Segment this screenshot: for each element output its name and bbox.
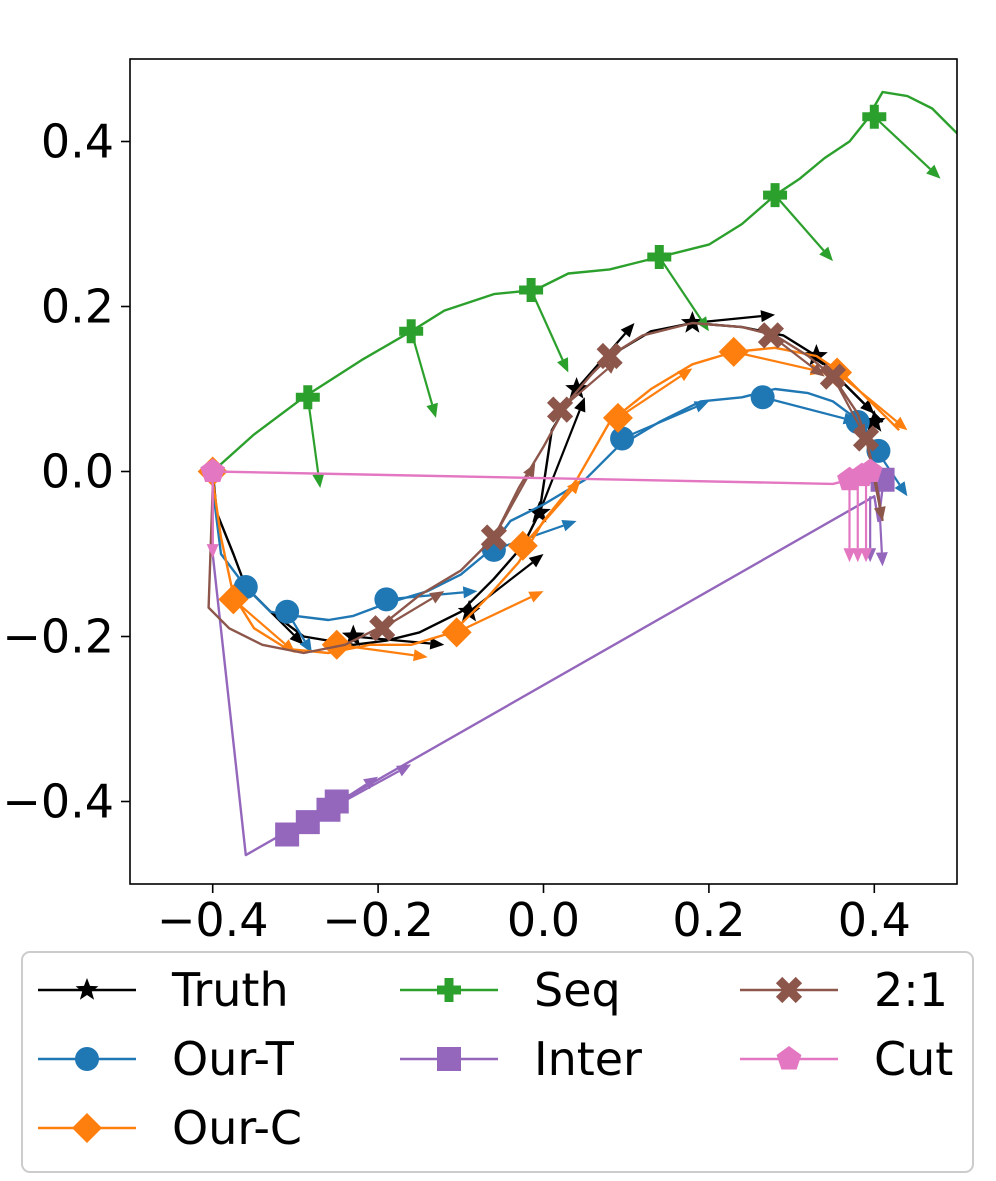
arrow-seq bbox=[873, 115, 941, 179]
legend: Truth Our-T Our-C Seq Inter 2:1 Cut bbox=[21, 951, 974, 1173]
legend-marker-truth bbox=[75, 978, 99, 1000]
marker-inter bbox=[295, 810, 320, 835]
legend-item-cut: Cut bbox=[740, 1032, 953, 1086]
legend-item-inter: Inter bbox=[400, 1032, 642, 1086]
marker-truth bbox=[565, 377, 588, 399]
marker-our-c bbox=[441, 617, 472, 648]
marker-our-c bbox=[321, 629, 352, 660]
arrow-truth bbox=[468, 554, 544, 613]
series-cut bbox=[200, 458, 883, 563]
arrow-cut bbox=[843, 479, 856, 563]
legend-item-our-t: Our-T bbox=[38, 1032, 295, 1086]
legend-label-our-t: Our-T bbox=[172, 1032, 295, 1086]
marker-our-t bbox=[610, 426, 635, 451]
series-our-t bbox=[211, 385, 908, 653]
arrow-seq bbox=[306, 397, 325, 488]
marker-our-c bbox=[602, 402, 633, 433]
marker-seq bbox=[519, 278, 544, 302]
series-seq bbox=[211, 90, 957, 488]
arrow-our-c bbox=[617, 368, 693, 419]
arrow-our-t bbox=[386, 586, 478, 601]
x-tick-label: 0.4 bbox=[838, 893, 911, 947]
marker-2-1 bbox=[819, 363, 847, 390]
arrow-our-t bbox=[621, 401, 709, 440]
legend-item-our-c: Our-C bbox=[38, 1101, 302, 1155]
marker-seq bbox=[399, 319, 424, 344]
series-2-1 bbox=[207, 321, 886, 655]
arrow-seq bbox=[774, 194, 833, 262]
marker-cut bbox=[200, 458, 226, 482]
marker-our-c bbox=[718, 336, 749, 367]
x-tick-label: −0.2 bbox=[322, 893, 434, 947]
marker-2-1 bbox=[757, 322, 785, 349]
legend-marker-2-1 bbox=[775, 976, 803, 1004]
marker-cut bbox=[857, 458, 883, 482]
axis-layer: −0.4 −0.2 0.0 0.2 0.4 −0.4 −0.2 0.0 0.2 0.4 bbox=[2, 115, 911, 948]
arrow-truth bbox=[538, 397, 586, 514]
y-tick-label: 0.4 bbox=[41, 115, 114, 169]
legend-marker-seq bbox=[437, 978, 461, 1002]
marker-truth bbox=[341, 624, 365, 647]
marker-seq bbox=[862, 104, 887, 129]
arrow-our-c bbox=[521, 479, 581, 547]
marker-truth bbox=[528, 500, 551, 523]
series-layer bbox=[197, 90, 957, 857]
marker-truth bbox=[862, 410, 886, 432]
legend-label-2-1: 2:1 bbox=[874, 963, 948, 1017]
x-tick-label: −0.4 bbox=[157, 893, 269, 947]
x-tick-label: 0.0 bbox=[507, 893, 580, 947]
arrow-cut bbox=[206, 471, 219, 559]
marker-truth bbox=[457, 599, 481, 622]
marker-our-t bbox=[275, 599, 300, 624]
marker-our-c bbox=[507, 530, 538, 561]
legend-marker-our-c bbox=[72, 1113, 102, 1143]
y-tick-label: 0.2 bbox=[41, 280, 114, 334]
marker-inter bbox=[324, 789, 349, 814]
arrow-our-c bbox=[836, 371, 908, 431]
legend-label-truth: Truth bbox=[171, 963, 289, 1017]
marker-our-t bbox=[750, 385, 775, 410]
marker-seq bbox=[763, 183, 788, 208]
legend-item-seq: Seq bbox=[400, 963, 621, 1017]
marker-our-t bbox=[374, 587, 399, 612]
marker-2-1 bbox=[369, 615, 396, 642]
legend-marker-inter bbox=[437, 1047, 461, 1071]
marker-2-1 bbox=[852, 425, 880, 452]
arrow-seq bbox=[530, 289, 569, 373]
marker-2-1 bbox=[596, 342, 623, 370]
y-tick-label: −0.2 bbox=[2, 610, 114, 664]
marker-2-1 bbox=[480, 524, 507, 551]
y-tick-label: −0.4 bbox=[2, 775, 114, 829]
arrow-our-c bbox=[456, 591, 544, 634]
marker-2-1 bbox=[546, 396, 574, 423]
legend-marker-cut bbox=[776, 1046, 802, 1070]
marker-seq bbox=[647, 245, 672, 269]
legend-item-2-1: 2:1 bbox=[740, 963, 948, 1017]
x-tick-label: 0.2 bbox=[672, 893, 745, 947]
legend-label-our-c: Our-C bbox=[172, 1101, 302, 1155]
arrow-seq bbox=[410, 330, 438, 418]
legend-frame bbox=[21, 951, 974, 1173]
marker-seq bbox=[295, 385, 320, 410]
legend-label-inter: Inter bbox=[534, 1032, 642, 1086]
marker-inter bbox=[275, 822, 300, 847]
legend-item-truth: Truth bbox=[38, 963, 289, 1017]
legend-label-seq: Seq bbox=[534, 963, 621, 1017]
legend-marker-our-t bbox=[75, 1047, 99, 1071]
y-tick-label: 0.0 bbox=[41, 445, 114, 499]
legend-label-cut: Cut bbox=[874, 1032, 953, 1086]
marker-our-c bbox=[218, 584, 249, 615]
